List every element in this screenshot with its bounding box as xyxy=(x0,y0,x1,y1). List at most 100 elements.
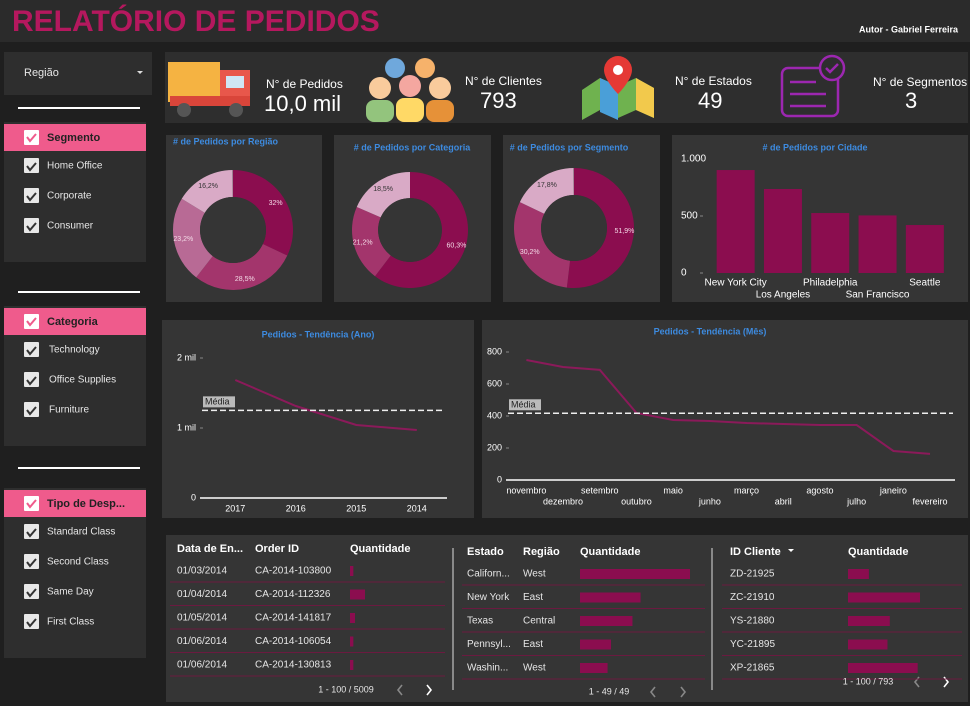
header-bar xyxy=(0,0,970,42)
check xyxy=(26,317,37,327)
donut-slice xyxy=(233,170,294,256)
column-header[interactable]: Quantidade xyxy=(580,546,641,558)
x-tick-label: Philadelphia xyxy=(803,278,858,289)
x-tick-label: abril xyxy=(775,496,792,506)
check xyxy=(26,222,37,232)
filter-title: Categoria xyxy=(47,316,99,328)
pagination: 1 - 100 / 793 xyxy=(843,676,894,686)
check xyxy=(26,499,37,509)
donut-slice xyxy=(172,198,213,278)
x-tick-label: New York City xyxy=(705,278,767,289)
y-tick-label: 1.000 xyxy=(681,154,706,165)
check xyxy=(26,528,37,538)
check xyxy=(26,618,37,628)
column-header[interactable]: Order ID xyxy=(255,543,299,555)
quantity-bar xyxy=(580,592,641,603)
bar xyxy=(905,225,944,273)
checkbox[interactable] xyxy=(24,496,39,511)
chart-title: Pedidos - Tendência (Ano) xyxy=(262,329,375,339)
cell: XP-21865 xyxy=(730,663,775,674)
charts: # de Pedidos por Região 32% 28,5% 23,2% 16,2… xyxy=(172,136,955,513)
checkbox[interactable] xyxy=(24,372,39,387)
cell: 01/04/2014 xyxy=(177,589,227,600)
x-tick-label: outubro xyxy=(621,496,652,506)
checkbox[interactable] xyxy=(24,524,39,539)
filter-item: Corporate xyxy=(47,191,92,202)
check xyxy=(26,376,37,386)
region-dropdown[interactable] xyxy=(4,52,152,95)
x-tick-label: Seattle xyxy=(909,278,941,289)
bar xyxy=(811,213,850,273)
cell: New York xyxy=(467,592,510,603)
column-header[interactable]: ID Cliente xyxy=(730,546,781,558)
y-tick-label: 0 xyxy=(191,492,196,502)
filter-item: Furniture xyxy=(49,405,89,416)
mean-label: Média xyxy=(511,400,536,410)
mean-label-box xyxy=(509,399,541,411)
donut-slice xyxy=(181,170,233,213)
cell: East xyxy=(523,592,543,603)
x-tick-label: 2017 xyxy=(225,503,245,513)
cell: West xyxy=(523,663,546,674)
column-header[interactable]: Quantidade xyxy=(350,543,411,555)
form-icon xyxy=(780,54,846,118)
truck-icon xyxy=(168,62,250,117)
filter-item: Second Class xyxy=(47,557,109,568)
cell: East xyxy=(523,639,543,650)
filter-item: Standard Class xyxy=(47,527,115,538)
data-label: 17,8% xyxy=(537,182,557,189)
checkbox[interactable] xyxy=(24,614,39,629)
cell: Texas xyxy=(467,616,493,627)
kpi-label: N° de Pedidos xyxy=(266,77,343,91)
donut-slice xyxy=(519,168,574,214)
line xyxy=(234,379,417,431)
panel xyxy=(166,535,968,702)
check xyxy=(26,133,37,143)
column-header[interactable]: Quantidade xyxy=(848,546,909,558)
y-tick-label: 0 xyxy=(497,474,502,484)
column-header[interactable]: Estado xyxy=(467,546,504,558)
checkbox[interactable] xyxy=(24,554,39,569)
x-tick-label: dezembro xyxy=(543,496,583,506)
x-tick-label: 2015 xyxy=(346,503,366,513)
region-label: Região xyxy=(24,67,59,79)
checkbox[interactable] xyxy=(24,218,39,233)
donut-slice xyxy=(196,244,288,290)
checkbox[interactable] xyxy=(24,188,39,203)
x-tick-label: junho xyxy=(698,496,721,506)
checkbox[interactable] xyxy=(24,402,39,417)
mean-label-box xyxy=(203,396,235,408)
checkbox[interactable] xyxy=(24,158,39,173)
cell: CA-2014-130813 xyxy=(255,660,332,671)
column-header[interactable]: Região xyxy=(523,546,560,558)
data-label: 28,5% xyxy=(235,276,255,283)
quantity-bar xyxy=(580,569,690,579)
checkbox[interactable] xyxy=(24,342,39,357)
check xyxy=(26,588,37,598)
check xyxy=(26,346,37,356)
x-tick-label: setembro xyxy=(581,485,619,495)
cell: CA-2014-112326 xyxy=(255,589,331,600)
checkbox[interactable] xyxy=(24,584,39,599)
cell: 01/06/2014 xyxy=(177,636,227,647)
filter-item: Technology xyxy=(49,345,100,356)
chart-title: # de Pedidos por Cidade xyxy=(762,142,867,152)
x-tick-label: agosto xyxy=(806,485,833,495)
column-header[interactable]: Data de En... xyxy=(177,543,243,555)
checkbox[interactable] xyxy=(24,314,39,329)
check xyxy=(26,558,37,568)
cell: YS-21880 xyxy=(730,616,775,627)
y-tick-label: 400 xyxy=(487,410,502,420)
filter-item: First Class xyxy=(47,617,94,628)
x-tick-label: março xyxy=(734,485,759,495)
checkbox[interactable] xyxy=(24,130,39,145)
chart-title: # de Pedidos por Categoria xyxy=(354,142,472,152)
cell: CA-2014-141817 xyxy=(255,613,332,624)
data-label: 32% xyxy=(269,200,283,207)
cell: CA-2014-106054 xyxy=(255,636,332,647)
data-label: 51,9% xyxy=(614,228,634,235)
x-tick-label: 2016 xyxy=(286,503,306,513)
quantity-bar xyxy=(848,616,890,626)
quantity-bar xyxy=(350,566,354,576)
